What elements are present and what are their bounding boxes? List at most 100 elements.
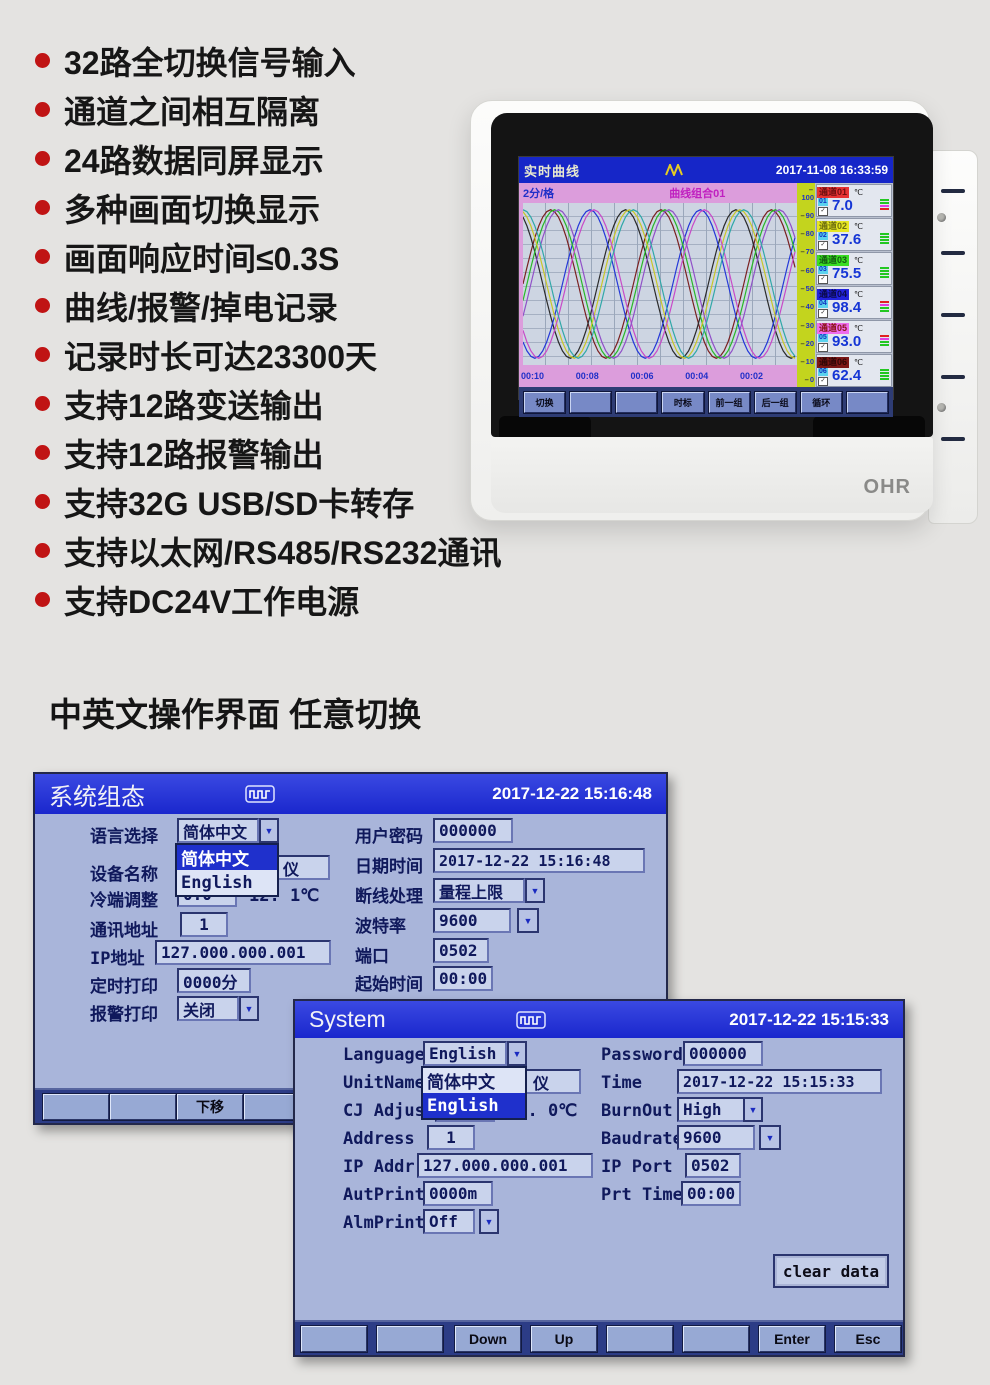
softkey-blank[interactable] — [570, 391, 612, 413]
en-softkey-blank[interactable] — [683, 1326, 749, 1352]
chevron-down-icon[interactable]: ▼ — [743, 1097, 763, 1122]
y-tick: 0 — [797, 376, 814, 384]
en-baudrate-label: Baudrate — [601, 1129, 683, 1149]
channel-value: 37.6 — [832, 231, 862, 248]
chevron-down-icon[interactable]: ▼ — [479, 1209, 499, 1234]
dropdown-option-english[interactable]: English — [181, 872, 253, 893]
en-softkey-blank[interactable] — [377, 1326, 443, 1352]
en-ipport-field[interactable]: 0502 — [685, 1153, 741, 1178]
en-alarmprint-select[interactable]: Off — [423, 1209, 475, 1234]
chevron-down-icon[interactable]: ▼ — [259, 818, 279, 843]
softkey-timescale[interactable]: 时标 — [662, 391, 704, 413]
channel-unit: ℃ — [854, 221, 863, 231]
en-softkey-enter[interactable]: Enter — [759, 1326, 825, 1352]
cn-window-title: 系统组态 — [49, 783, 145, 811]
en-softkey-up[interactable]: Up — [531, 1326, 597, 1352]
bullet-icon — [35, 445, 50, 460]
channel-name: 通道04 — [817, 288, 850, 300]
bullet-icon — [35, 543, 50, 558]
feature-item: 记录时长可达23300天 — [35, 330, 501, 379]
softkey-prev-group[interactable]: 前一组 — [708, 391, 750, 413]
en-softkey-esc[interactable]: Esc — [835, 1326, 901, 1352]
en-window-title: System — [309, 1006, 386, 1032]
channel-name: 通道03 — [817, 254, 850, 266]
cn-config-window: 系统组态 2017-12-22 15:16:48 语言选择 简体中文 ▼ 简体中… — [33, 772, 668, 1125]
signal-icon — [245, 785, 275, 803]
en-alarmprint-label: AlmPrint — [343, 1213, 425, 1233]
channel-row[interactable]: 通道06 ℃ 06 ✓ 62.4 — [816, 354, 892, 387]
cn-alarmprint-select[interactable]: 关闭 — [177, 996, 239, 1021]
en-softkey-down[interactable]: Down — [455, 1326, 521, 1352]
cn-softkey-blank[interactable] — [110, 1094, 176, 1120]
cn-address-label: 通讯地址 — [90, 921, 158, 941]
feature-text: 曲线/报警/掉电记录 — [64, 289, 338, 326]
en-autoprint-field[interactable]: 0000m — [423, 1181, 493, 1206]
cn-softkey-blank[interactable] — [43, 1094, 109, 1120]
cn-password-field[interactable]: 000000 — [433, 818, 513, 843]
cn-datetime: 2017-12-22 15:16:48 — [492, 784, 652, 803]
cn-autoprint-field[interactable]: 0000分 — [177, 968, 251, 993]
cn-port-label: 端口 — [355, 947, 389, 967]
interval-label: 2分/格 — [523, 188, 555, 200]
softkey-switch[interactable]: 切换 — [524, 391, 566, 413]
chevron-down-icon[interactable]: ▼ — [517, 908, 539, 933]
en-ip-field[interactable]: 127.000.000.001 — [417, 1153, 593, 1178]
en-address-field[interactable]: 1 — [427, 1125, 475, 1150]
chevron-down-icon[interactable]: ▼ — [525, 878, 545, 903]
cn-baudrate-select[interactable]: 9600 — [433, 908, 511, 933]
cn-cj-label: 冷端调整 — [90, 891, 158, 911]
en-language-dropdown: 简体中文 English — [421, 1066, 527, 1120]
vent-slot — [941, 375, 965, 379]
channel-row[interactable]: 通道01 ℃ 01 ✓ 7.0 — [816, 184, 892, 217]
bullet-icon — [35, 494, 50, 509]
bullet-icon — [35, 200, 50, 215]
chevron-down-icon[interactable]: ▼ — [759, 1125, 781, 1150]
en-language-select[interactable]: English — [423, 1041, 507, 1066]
cn-time-field[interactable]: 2017-12-22 15:16:48 — [433, 848, 645, 873]
cn-ip-field[interactable]: 127.000.000.001 — [155, 940, 331, 965]
softkey-blank[interactable] — [846, 391, 888, 413]
en-softkey-blank[interactable] — [607, 1326, 673, 1352]
bullet-icon — [35, 347, 50, 362]
softkey-cycle[interactable]: 循环 — [800, 391, 842, 413]
device-lower-panel: OHR — [491, 437, 933, 513]
en-baudrate-select[interactable]: 9600 — [677, 1125, 755, 1150]
cn-language-select[interactable]: 简体中文 — [177, 818, 259, 843]
chevron-down-icon[interactable]: ▼ — [507, 1041, 527, 1066]
channel-row[interactable]: 通道04 ℃ 04 ✓ 98.4 — [816, 286, 892, 319]
channel-row[interactable]: 通道05 ℃ 05 ✓ 93.0 — [816, 320, 892, 353]
alarm-bars-icon — [880, 369, 889, 381]
cn-port-field[interactable]: 0502 — [433, 938, 489, 963]
cn-address-field[interactable]: 1 — [180, 912, 228, 937]
channel-checkbox[interactable]: ✓ — [818, 207, 828, 216]
channel-checkbox[interactable]: ✓ — [818, 275, 828, 284]
channel-checkbox[interactable]: ✓ — [818, 309, 828, 318]
en-language-label: Language — [343, 1045, 425, 1065]
cn-language-dropdown: 简体中文 English — [175, 843, 279, 897]
cn-softkey-move-down[interactable]: 下移 — [177, 1094, 243, 1120]
dropdown-option-chinese[interactable]: 简体中文 — [427, 1073, 495, 1093]
clear-data-button[interactable]: clear data — [773, 1254, 889, 1288]
feature-item: 曲线/报警/掉电记录 — [35, 281, 501, 330]
cn-starttime-field[interactable]: 00:00 — [433, 966, 493, 991]
dropdown-option-english[interactable]: English — [423, 1093, 525, 1118]
en-password-field[interactable]: 000000 — [683, 1041, 763, 1066]
cn-burnout-label: 断线处理 — [355, 887, 423, 907]
cn-burnout-select[interactable]: 量程上限 — [433, 878, 525, 903]
en-unitname-label: UnitName — [343, 1073, 425, 1093]
dropdown-option-chinese[interactable]: 简体中文 — [177, 845, 277, 870]
chevron-down-icon[interactable]: ▼ — [239, 996, 259, 1021]
feature-text: 画面响应时间≤0.3S — [64, 240, 340, 277]
softkey-next-group[interactable]: 后一组 — [754, 391, 796, 413]
channel-checkbox[interactable]: ✓ — [818, 241, 828, 250]
channel-row[interactable]: 通道02 ℃ 02 ✓ 37.6 — [816, 218, 892, 251]
softkey-blank[interactable] — [616, 391, 658, 413]
channel-checkbox[interactable]: ✓ — [818, 377, 828, 386]
bullet-icon — [35, 298, 50, 313]
channel-row[interactable]: 通道03 ℃ 03 ✓ 75.5 — [816, 252, 892, 285]
en-softkey-blank[interactable] — [301, 1326, 367, 1352]
feature-text: 记录时长可达23300天 — [64, 338, 377, 375]
en-time-field[interactable]: 2017-12-22 15:15:33 — [677, 1069, 882, 1094]
channel-checkbox[interactable]: ✓ — [818, 343, 828, 352]
en-prttime-field[interactable]: 00:00 — [681, 1181, 741, 1206]
